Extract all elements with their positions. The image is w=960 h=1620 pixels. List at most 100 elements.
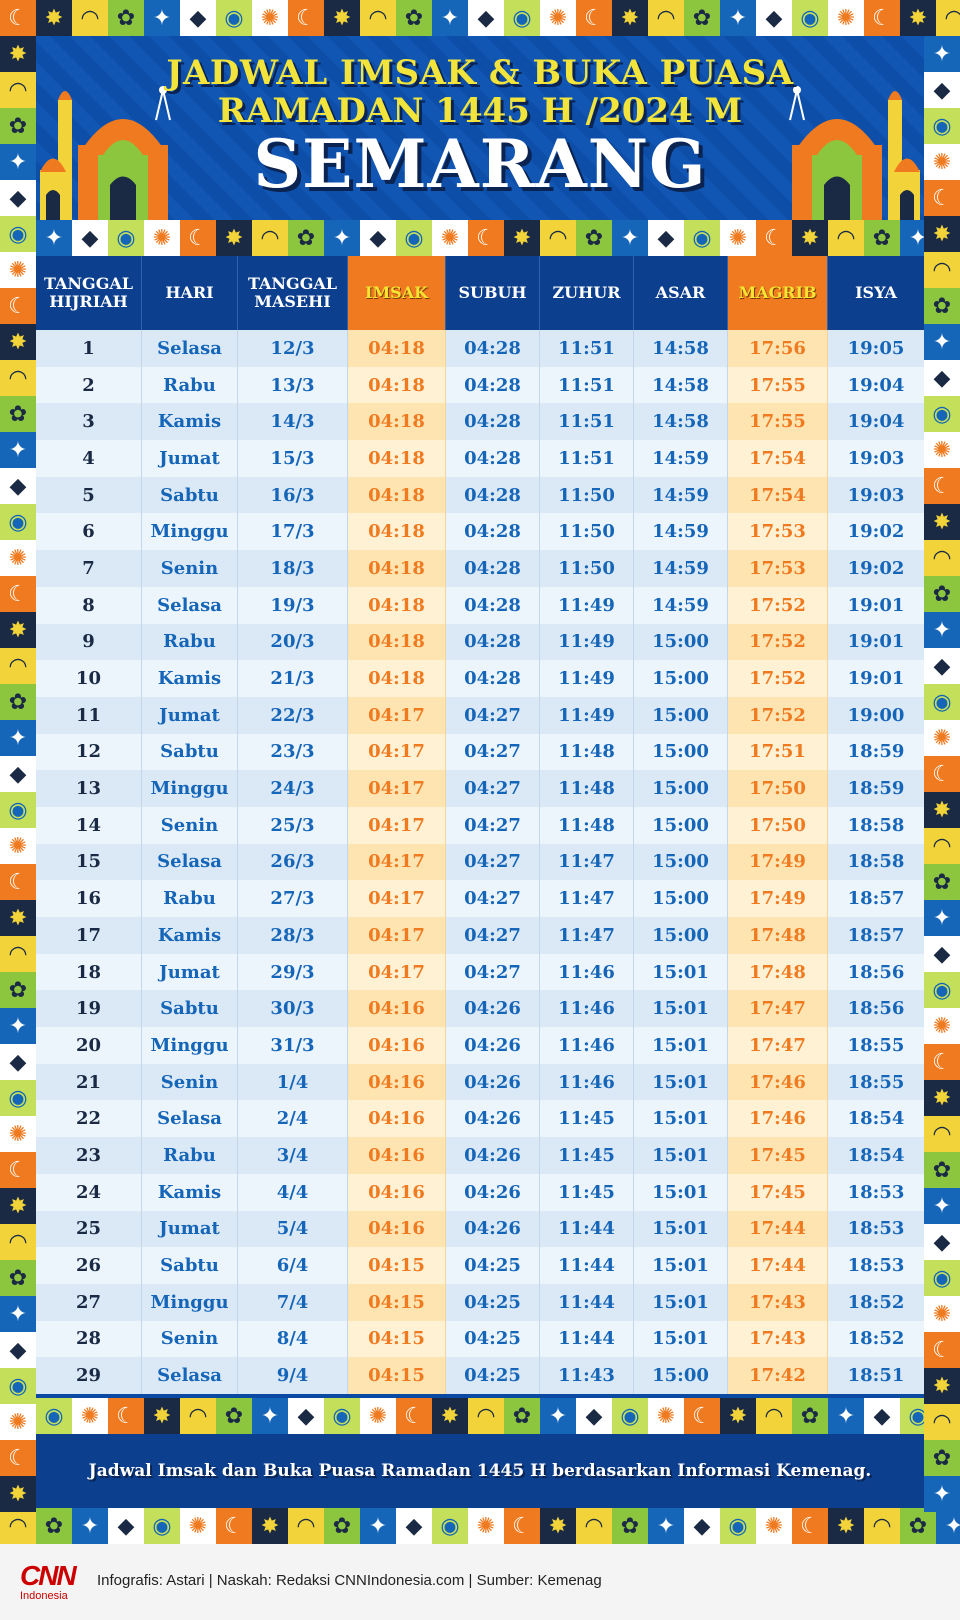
star-icon: ✦: [612, 220, 648, 256]
cnn-indonesia-logo: CNN Indonesia: [20, 1562, 80, 1606]
cell-hari: Senin: [142, 550, 238, 587]
cell-tanggal-masehi: 21/3: [238, 660, 348, 697]
cell-imsak: 04:15: [348, 1357, 446, 1394]
table-row: 18 Jumat 29/3 04:17 04:27 11:46 15:01 17:48 18:5…: [36, 953, 924, 991]
cell-zuhur: 11:51: [540, 366, 634, 404]
mosque-dome-icon: ◠: [468, 1398, 504, 1434]
cell-zuhur: 11:44: [540, 1320, 634, 1358]
cell-magrib: 17:43: [728, 1320, 828, 1358]
cell-subuh: 04:25: [446, 1320, 540, 1358]
cell-imsak: 04:18: [348, 366, 446, 404]
cell-tanggal-masehi: 2/4: [238, 1100, 348, 1138]
cell-tanggal-hijriah: 3: [36, 403, 142, 441]
cell-isya: 19:05: [828, 330, 924, 367]
cell-tanggal-hijriah: 23: [36, 1137, 142, 1174]
header-magrib: MAGRIB: [728, 256, 828, 330]
lantern-icon: ◉: [144, 1508, 180, 1544]
diamond-icon: ◆: [648, 220, 684, 256]
cell-imsak: 04:16: [348, 1063, 446, 1101]
diamond-icon: ◆: [924, 72, 960, 108]
cell-hari: Rabu: [142, 880, 238, 917]
mosque-dome-icon: ◠: [540, 220, 576, 256]
header-imsak: IMSAK: [348, 256, 446, 330]
crescent-icon: ☾: [924, 756, 960, 792]
cell-zuhur: 11:46: [540, 953, 634, 991]
lantern-icon: ◉: [324, 1398, 360, 1434]
star-icon: ✸: [0, 1476, 36, 1512]
cell-isya: 18:57: [828, 880, 924, 917]
palm-icon: ✿: [792, 1398, 828, 1434]
title-line-1: JADWAL IMSAK & BUKA PUASA: [166, 53, 794, 93]
palm-icon: ✿: [684, 0, 720, 36]
lantern-icon: ◉: [924, 972, 960, 1008]
cell-imsak: 04:17: [348, 843, 446, 881]
mosque-dome-icon: ◠: [936, 0, 960, 36]
cell-zuhur: 11:46: [540, 1027, 634, 1064]
cell-hari: Rabu: [142, 1137, 238, 1174]
cell-tanggal-masehi: 14/3: [238, 403, 348, 441]
cell-subuh: 04:27: [446, 696, 540, 734]
cell-tanggal-masehi: 28/3: [238, 917, 348, 954]
palm-icon: ✿: [324, 1508, 360, 1544]
cell-imsak: 04:15: [348, 1320, 446, 1358]
diamond-icon: ◆: [0, 1044, 36, 1080]
cell-subuh: 04:26: [446, 1173, 540, 1211]
star-icon: ✦: [720, 0, 756, 36]
cell-subuh: 04:28: [446, 660, 540, 697]
cell-tanggal-hijriah: 4: [36, 440, 142, 477]
star-icon: ✸: [0, 324, 36, 360]
cell-subuh: 04:26: [446, 1027, 540, 1064]
cell-tanggal-masehi: 6/4: [238, 1247, 348, 1284]
star-icon: ✸: [0, 36, 36, 72]
diamond-icon: ◆: [72, 220, 108, 256]
cell-hari: Senin: [142, 806, 238, 844]
header-banner: [36, 36, 924, 220]
palm-icon: ✿: [924, 576, 960, 612]
palm-icon: ✿: [396, 0, 432, 36]
cell-magrib: 17:51: [728, 733, 828, 771]
crescent-icon: ☾: [924, 468, 960, 504]
star-icon: ✸: [144, 1398, 180, 1434]
palm-icon: ✿: [576, 220, 612, 256]
table-row: 10 Kamis 21/3 04:18 04:28 11:49 15:00 17:52 19:0…: [36, 660, 924, 697]
star-icon: ✸: [0, 612, 36, 648]
cell-magrib: 17:54: [728, 440, 828, 477]
star-icon: ✺: [0, 252, 36, 288]
diamond-icon: ◆: [0, 1332, 36, 1368]
table-row: 5 Sabtu 16/3 04:18 04:28 11:50 14:59 17:54 19:03: [36, 476, 924, 514]
cell-asar: 14:58: [634, 366, 728, 404]
upper-divider-pattern: ✿✦◆◉✺☾✸◠✿✦◆◉✺☾✸◠✿✦◆◉✺☾✸◠✿✦◆: [0, 220, 960, 256]
lantern-icon: ◉: [36, 1398, 72, 1434]
star-icon: ✺: [924, 432, 960, 468]
cell-magrib: 17:52: [728, 586, 828, 624]
crescent-icon: ☾: [468, 220, 504, 256]
cell-subuh: 04:28: [446, 403, 540, 441]
star-icon: ✦: [936, 1508, 960, 1544]
star-icon: ✦: [36, 220, 72, 256]
diamond-icon: ◆: [468, 0, 504, 36]
cell-isya: 19:04: [828, 403, 924, 441]
cell-asar: 15:00: [634, 880, 728, 917]
cell-isya: 18:55: [828, 1027, 924, 1064]
cell-imsak: 04:17: [348, 880, 446, 917]
crescent-icon: ☾: [180, 220, 216, 256]
cell-magrib: 17:55: [728, 403, 828, 441]
cell-hari: Kamis: [142, 1173, 238, 1211]
table-row: 8 Selasa 19/3 04:18 04:28 11:49 14:59 17:52 19:0…: [36, 586, 924, 624]
cell-imsak: 04:16: [348, 990, 446, 1028]
star-icon: ✦: [924, 900, 960, 936]
cell-subuh: 04:26: [446, 990, 540, 1028]
cell-tanggal-masehi: 7/4: [238, 1283, 348, 1321]
mosque-dome-icon: ◠: [252, 220, 288, 256]
crescent-icon: ☾: [756, 220, 792, 256]
cell-imsak: 04:17: [348, 953, 446, 991]
cell-asar: 15:01: [634, 1173, 728, 1211]
mosque-dome-icon: ◠: [576, 1508, 612, 1544]
cell-tanggal-hijriah: 21: [36, 1063, 142, 1101]
lantern-icon: ◉: [924, 684, 960, 720]
crescent-icon: ☾: [924, 180, 960, 216]
cell-hari: Jumat: [142, 696, 238, 734]
star-icon: ✺: [144, 220, 180, 256]
palm-icon: ✿: [924, 1440, 960, 1476]
star-icon: ✺: [180, 1508, 216, 1544]
